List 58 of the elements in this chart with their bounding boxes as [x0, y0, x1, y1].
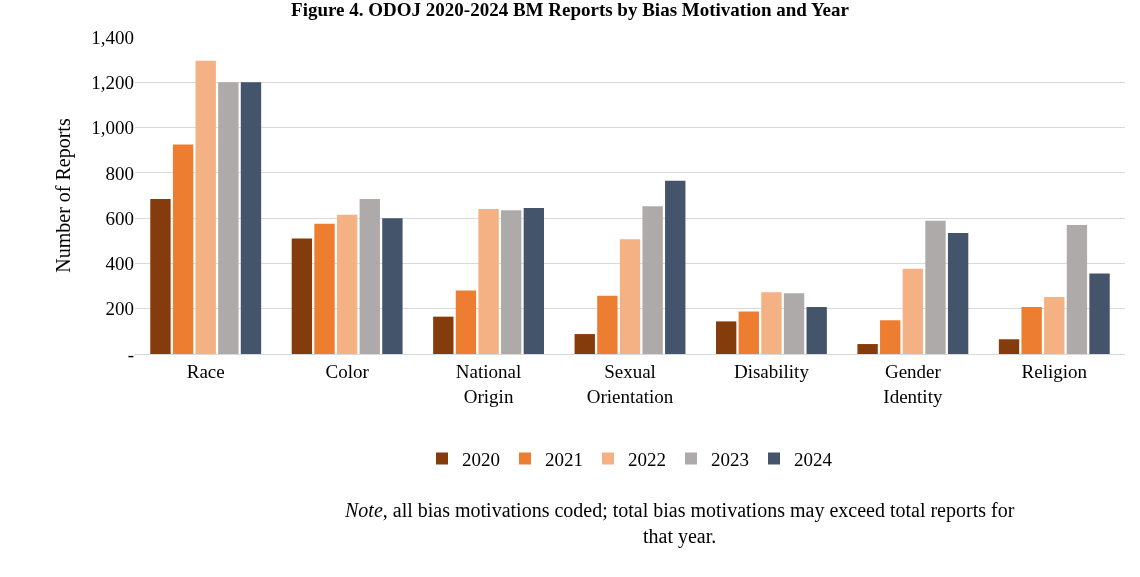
bar	[761, 292, 782, 354]
x-tick-label: Sexual Orientation	[586, 360, 674, 407]
bar	[314, 223, 335, 354]
bar	[336, 214, 358, 354]
legend-label: 2023	[711, 448, 749, 470]
y-tick-label: 400	[105, 253, 134, 275]
bar	[523, 207, 545, 354]
legend-label: 2022	[628, 448, 666, 470]
bar	[172, 144, 194, 354]
bar	[665, 180, 686, 354]
bar	[783, 293, 805, 354]
bar	[433, 316, 454, 354]
bar	[902, 268, 924, 354]
bar	[1044, 296, 1065, 354]
x-tick-label: Gender Identity	[883, 360, 943, 407]
x-tick-label: Disability	[733, 360, 810, 382]
bar	[925, 220, 946, 354]
x-tick-label: Color	[325, 360, 370, 382]
y-tick-label: 1,400	[91, 26, 134, 48]
y-tick-label: 800	[105, 162, 134, 184]
bar	[501, 210, 522, 354]
bar	[947, 233, 969, 354]
y-tick-label: 1,000	[91, 117, 134, 139]
x-tick-label: Religion	[1021, 360, 1088, 382]
text: Note, all bias motivations coded; total bias motivations may exceed total reports for that year.	[344, 499, 1015, 548]
bar	[998, 339, 1020, 354]
bar	[218, 82, 239, 354]
bar	[195, 60, 216, 354]
bar	[642, 206, 663, 354]
y-tick-label: 600	[105, 207, 134, 229]
bar	[880, 320, 901, 354]
bar	[738, 311, 759, 354]
x-tick-label: National Origin	[455, 360, 522, 407]
legend-label: 2021	[545, 448, 583, 470]
bar	[1066, 224, 1088, 354]
bar	[150, 198, 171, 354]
bar	[359, 198, 380, 354]
bar	[806, 306, 827, 354]
bar	[597, 295, 618, 354]
bar	[857, 344, 878, 354]
legend-label: 2020	[462, 448, 500, 470]
bar	[291, 238, 313, 354]
y-tick-label: 1,200	[91, 71, 134, 93]
bar	[478, 209, 499, 354]
bar	[1089, 273, 1110, 354]
chart-title: Figure 4. ODOJ 2020-2024 BM Reports by Bias Motivation and Year	[291, 0, 850, 21]
y-axis-title: Number of Reports	[51, 118, 75, 273]
bar	[382, 218, 403, 354]
y-tick-label: -	[127, 343, 134, 365]
bar	[574, 334, 595, 354]
bar	[455, 290, 477, 354]
legend-label: 2024	[794, 448, 833, 470]
x-tick-label: Race	[186, 360, 225, 382]
bar	[619, 239, 641, 354]
bar	[240, 82, 262, 354]
bar	[715, 321, 737, 354]
y-tick-label: 200	[105, 298, 134, 320]
bar	[1021, 306, 1042, 354]
